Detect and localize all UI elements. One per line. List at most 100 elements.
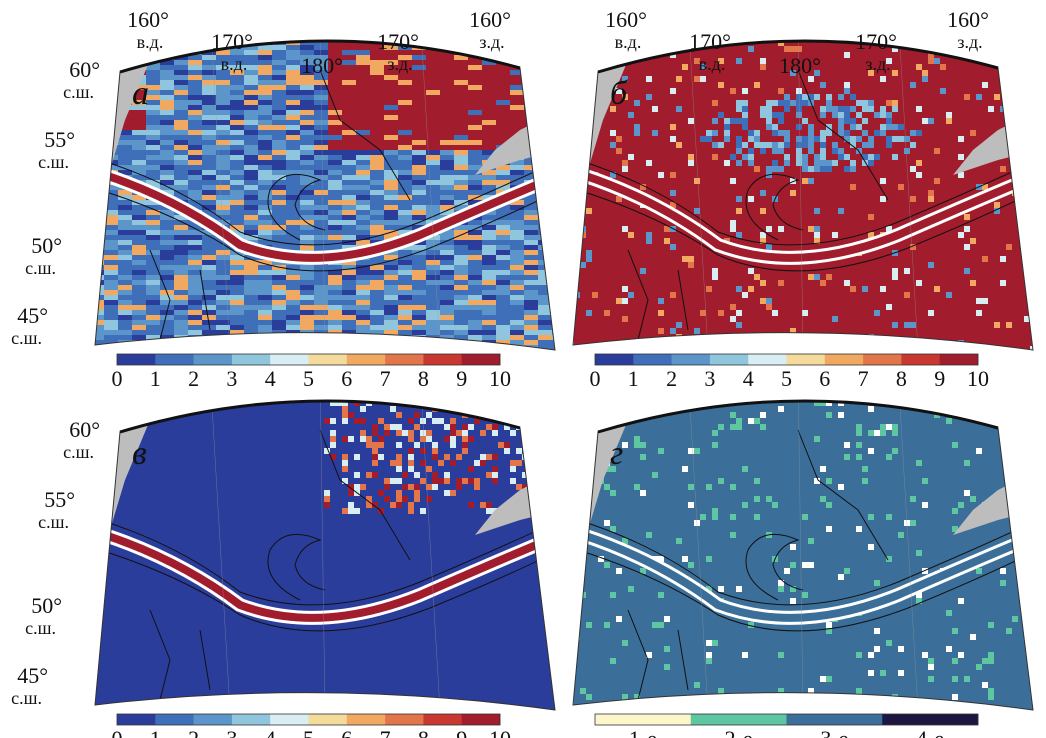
data-cell — [580, 688, 586, 694]
data-cell — [370, 340, 384, 345]
data-cell — [1024, 388, 1030, 394]
data-cell — [342, 310, 356, 315]
data-cell — [510, 290, 524, 295]
data-cell — [398, 285, 412, 290]
data-cell — [510, 265, 524, 270]
data-cell — [216, 105, 230, 110]
data-cell — [328, 20, 342, 25]
data-cell — [300, 110, 314, 115]
data-cell — [552, 205, 566, 210]
data-cell — [454, 290, 468, 295]
data-cell — [742, 142, 748, 148]
data-cell — [314, 45, 328, 50]
data-cell — [384, 180, 398, 185]
data-cell — [510, 330, 524, 335]
data-cell — [440, 270, 454, 275]
data-cell — [188, 285, 202, 290]
data-cell — [426, 330, 440, 335]
data-cell — [258, 160, 272, 165]
data-cell — [300, 275, 314, 280]
data-cell — [958, 232, 964, 238]
data-cell — [202, 240, 216, 245]
data-cell — [856, 652, 862, 658]
data-cell — [286, 90, 300, 95]
data-cell — [272, 270, 286, 275]
data-cell — [370, 305, 384, 310]
data-cell — [482, 80, 496, 85]
data-cell — [314, 300, 328, 305]
data-cell — [480, 502, 486, 508]
data-cell — [372, 448, 378, 454]
data-cell — [524, 90, 538, 95]
data-cell — [426, 496, 432, 502]
data-cell — [174, 145, 188, 150]
data-cell — [670, 190, 676, 196]
data-cell — [486, 424, 492, 430]
data-cell — [652, 106, 658, 112]
data-cell — [482, 265, 496, 270]
data-cell — [922, 478, 928, 484]
data-cell — [886, 118, 892, 124]
data-cell — [356, 45, 370, 50]
data-cell — [468, 235, 482, 240]
data-cell — [370, 180, 384, 185]
data-cell — [510, 205, 524, 210]
data-cell — [272, 230, 286, 235]
data-cell — [784, 142, 790, 148]
data-cell — [970, 238, 976, 244]
data-cell — [384, 190, 398, 195]
data-cell — [412, 115, 426, 120]
data-cell — [524, 235, 538, 240]
data-cell — [634, 436, 640, 442]
lat-hemisphere: с.ш. — [11, 688, 42, 708]
data-cell — [342, 340, 356, 345]
data-cell — [440, 290, 454, 295]
data-cell — [342, 215, 356, 220]
data-cell — [694, 448, 700, 454]
data-cell — [356, 200, 370, 205]
data-cell — [202, 90, 216, 95]
data-cell — [724, 136, 730, 142]
data-cell — [538, 120, 552, 125]
data-cell — [258, 10, 272, 15]
data-cell — [342, 220, 356, 225]
data-cell — [328, 120, 342, 125]
data-cell — [886, 640, 892, 646]
data-cell — [820, 82, 826, 88]
data-cell — [826, 160, 832, 166]
data-cell — [468, 240, 482, 245]
data-cell — [104, 235, 118, 240]
data-cell — [1000, 256, 1006, 262]
data-cell — [910, 322, 916, 328]
data-cell — [468, 140, 482, 145]
data-cell — [462, 400, 468, 406]
data-cell — [676, 76, 682, 82]
colorbar-segment — [710, 354, 749, 365]
data-cell — [348, 490, 354, 496]
data-cell — [802, 592, 808, 598]
data-cell — [814, 94, 820, 100]
data-cell — [934, 178, 940, 184]
data-cell — [90, 240, 104, 245]
data-cell — [230, 265, 244, 270]
data-cell — [736, 322, 742, 328]
data-cell — [378, 442, 384, 448]
data-cell — [524, 35, 538, 40]
data-cell — [482, 70, 496, 75]
data-cell — [1000, 280, 1006, 286]
data-cell — [826, 502, 832, 508]
data-cell — [552, 295, 566, 300]
lat-hemisphere: с.ш. — [25, 258, 56, 278]
data-cell — [244, 175, 258, 180]
panel-label: а — [132, 75, 149, 112]
data-cell — [766, 226, 772, 232]
data-cell — [370, 185, 384, 190]
data-cell — [568, 322, 574, 328]
data-cell — [468, 70, 482, 75]
data-cell — [230, 185, 244, 190]
data-cell — [286, 150, 300, 155]
data-cell — [492, 406, 498, 412]
data-cell — [552, 320, 566, 325]
data-cell — [736, 10, 742, 16]
data-cell — [426, 175, 440, 180]
